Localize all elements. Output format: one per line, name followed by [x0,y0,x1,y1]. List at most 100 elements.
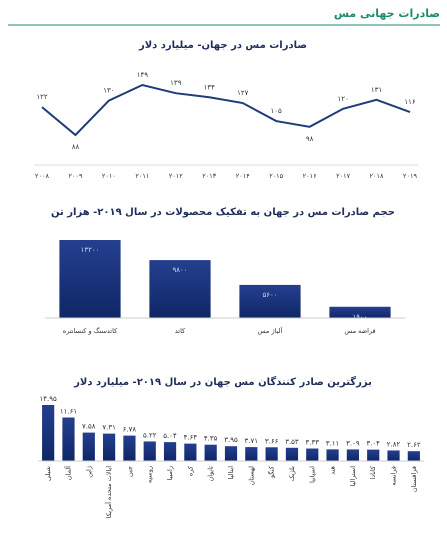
bar [265,447,278,461]
data-label: ۷.۵۸ [82,423,96,431]
x-tick-label: هند [329,465,337,474]
x-tick-label: ۲۰۱۹ [403,172,417,180]
x-tick-label: ایتالیا [227,466,235,480]
bar [62,417,75,461]
x-tick-label: کنگو [268,465,276,479]
bar [329,306,391,318]
x-tick-label: استرالیا [349,466,357,487]
x-tick-label: شیلی [44,466,52,481]
bar [103,433,116,461]
x-tick-label: کاتد [175,327,186,335]
x-tick-label: اسپانیا [308,466,316,483]
data-label: ۳.۰۹ [346,439,360,447]
data-label: ۱۲۰ [337,95,348,103]
chart-title: صادرات مس در جهان- میلیارد دلار [138,40,307,51]
data-label: ۱۲۷ [237,89,249,97]
x-tick-label: کاتدسنگ و کنسانتره [63,327,118,335]
bar [306,448,319,461]
data-label: ۱۲۲ [36,93,48,101]
bar [245,447,258,461]
data-label: ۳.۹۵ [224,436,238,444]
x-tick-label: قزاقستان [410,466,418,492]
data-label: ۴.۳۵ [204,435,218,443]
x-tick-label: آلمان [63,465,72,480]
x-tick-label: ۲۰۱۲ [169,172,183,180]
data-label: ۱۰۵ [271,107,283,115]
x-tick-label: تایوان [207,466,215,482]
bar [123,435,136,461]
x-tick-label: ۲۰۱۷ [336,172,350,180]
data-label: ۱۹۰۰ [352,313,367,321]
bar [346,449,359,461]
chart-title: حجم صادرات مس در جهان به تفکیک محصولات د… [51,207,395,218]
bar [285,447,299,461]
x-tick-label: ایالات متحده آمریکا [104,466,113,518]
data-label: ۳.۵۳ [285,438,299,446]
x-tick-label: قراضه مس [344,327,375,335]
data-label: ۷.۳۱ [102,424,116,432]
data-label: ۳.۱۱ [326,439,340,447]
data-label: ۱۱۶ [404,98,416,106]
x-tick-label: ۲۰۱۰ [102,172,116,180]
x-tick-label: کانادا [369,465,377,479]
bar [407,451,420,461]
chart-title: بزرگترین صادر کنندگان مس جهان در سال ۲۰۱… [73,375,372,388]
data-label: ۱۴۹ [137,71,149,79]
x-tick-label: ۲۰۱۶ [303,172,317,180]
data-label: ۳.۳۳ [306,439,320,447]
bar [143,441,156,461]
bar [367,449,380,461]
data-label: ۳.۶۶ [265,437,279,445]
bar [82,432,95,461]
header-title: صادرات جهانی مس [334,7,440,20]
data-label: ۶.۷۸ [123,426,137,434]
x-tick-label: آلیاژ مس [258,326,284,335]
x-tick-label: فرانسه [390,466,398,486]
x-tick-label: بلژیک [288,466,296,481]
bar [224,446,238,461]
data-label: ۴.۶۴ [184,434,198,442]
data-label: ۵.۲۲ [143,431,157,439]
bar [42,405,55,461]
data-label: ۳.۰۴ [366,440,380,448]
x-tick-label: ۲۰۰۸ [35,172,49,180]
data-label: ۱۳۱ [371,86,382,94]
bar [59,240,121,318]
bar [163,442,177,461]
bar [387,450,400,461]
data-label: ۱۱.۶۱ [60,408,77,416]
data-label: ۱۳۴ [204,83,216,91]
data-label: ۸۸ [72,143,80,151]
bar [184,443,197,461]
data-label: ۱۳۹ [170,79,182,87]
data-label: ۲.۶۲ [407,441,421,449]
data-label: ۵.۰۴ [163,432,177,440]
x-tick-label: روسیه [146,466,154,483]
data-label: ۱۳۰ [103,87,114,95]
data-label: ۹۸۰۰ [172,266,187,274]
x-tick-label: ۲۰۰۹ [68,172,82,180]
x-tick-label: ژاپن [85,466,93,478]
x-tick-label: ۲۰۱۸ [370,172,384,180]
data-label: ۹۸ [306,135,314,143]
data-label: ۱۳۲۰۰ [81,246,100,254]
x-tick-label: لهستان [247,466,255,486]
x-tick-label: زامبیا [166,466,174,480]
line [41,83,411,137]
x-tick-label: ۲۰۱۱ [135,172,149,180]
data-label: ۵۶۰۰ [262,291,277,299]
data-label: ۳.۷۱ [245,437,259,445]
bar [239,284,301,318]
data-label: ۱۴.۹۵ [40,395,58,403]
bar [149,260,211,318]
x-tick-label: ۲۰۱۵ [269,172,283,180]
x-tick-label: کره [186,465,194,476]
x-tick-label: چین [125,466,133,477]
x-tick-label: ۲۰۱۴ [236,172,250,180]
bar [326,449,339,461]
bar [204,444,217,461]
x-tick-label: ۲۰۱۳ [202,172,216,180]
data-label: ۲.۸۲ [387,440,401,448]
